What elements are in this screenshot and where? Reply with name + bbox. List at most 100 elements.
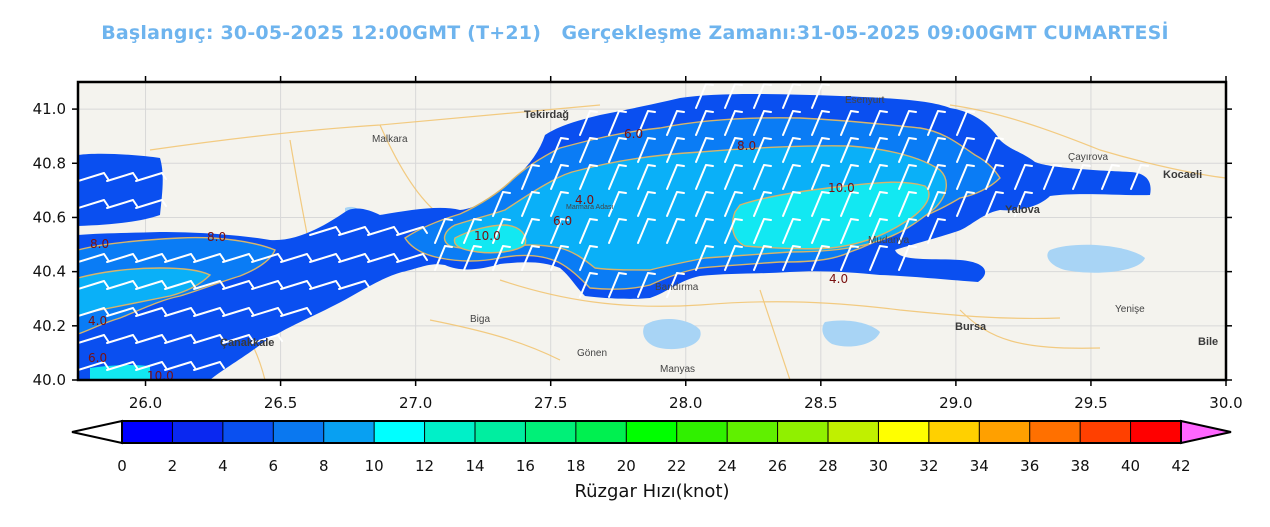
wind-barb bbox=[338, 253, 370, 263]
wind-barb bbox=[106, 253, 138, 263]
colorbar-cell bbox=[928, 421, 980, 443]
wind-barb bbox=[637, 164, 656, 190]
colorbar-cell bbox=[1130, 421, 1182, 443]
colorbar-frame bbox=[121, 420, 1182, 444]
wind-barb bbox=[869, 137, 888, 163]
wind-barb bbox=[396, 226, 428, 236]
contour-label: 6.0 bbox=[553, 214, 572, 228]
wind-barb bbox=[985, 191, 1004, 217]
label-bandirma: Bandırma bbox=[655, 282, 699, 293]
wind-barb bbox=[869, 191, 888, 217]
x-tick-label: 27.0 bbox=[399, 394, 432, 412]
colorbar-cell bbox=[575, 421, 627, 443]
label-tekirdag: Tekirdağ bbox=[524, 109, 569, 121]
wind-barb bbox=[521, 164, 540, 190]
wind-barb bbox=[666, 272, 685, 298]
wind-barb bbox=[579, 272, 598, 298]
label-marmara-adasi: Marmara Adası bbox=[566, 204, 614, 211]
wind-barb bbox=[78, 280, 109, 290]
wind-barb bbox=[724, 191, 743, 217]
contour-label: 10.0 bbox=[474, 229, 501, 243]
colorbar-tick-label: 0 bbox=[117, 457, 127, 475]
wind-barb bbox=[898, 164, 917, 190]
colorbar-tick-label: 2 bbox=[168, 457, 178, 475]
wind-barb bbox=[550, 218, 569, 244]
wind-barb bbox=[492, 245, 511, 271]
wind-barb bbox=[135, 253, 167, 263]
wind-barb bbox=[666, 191, 685, 217]
wind-barb bbox=[927, 110, 946, 136]
wind-barb bbox=[135, 172, 167, 182]
wind-barb bbox=[193, 307, 225, 317]
wind-barb bbox=[927, 137, 946, 163]
colorbar-cell bbox=[172, 421, 224, 443]
wind-barb bbox=[956, 137, 975, 163]
wind-barb bbox=[724, 164, 743, 190]
wind-barb bbox=[579, 218, 598, 244]
wind-barb bbox=[637, 272, 656, 298]
wind-barb bbox=[78, 361, 109, 371]
label-kocaeli: Kocaeli bbox=[1163, 169, 1202, 181]
wind-barb bbox=[637, 137, 656, 163]
contour-label: 4.0 bbox=[88, 314, 107, 328]
wind-barb bbox=[309, 280, 341, 290]
wind-barb bbox=[985, 137, 1004, 163]
colorbar-tick-label: 24 bbox=[718, 457, 737, 475]
contour-label: 4.0 bbox=[575, 193, 594, 207]
wind-barb bbox=[550, 245, 569, 271]
contour-label: 10.0 bbox=[147, 369, 174, 383]
wind-barb bbox=[222, 253, 254, 263]
colorbar-tick-label: 20 bbox=[617, 457, 636, 475]
wind-barb bbox=[666, 110, 685, 136]
wind-barb bbox=[338, 280, 370, 290]
wind-barb bbox=[579, 164, 598, 190]
y-axis: 41.0 40.8 40.6 40.4 40.2 40.0 bbox=[33, 100, 1232, 389]
wind-barb bbox=[724, 110, 743, 136]
x-tick-label: 28.0 bbox=[669, 394, 702, 412]
wind-barb bbox=[840, 191, 859, 217]
map-frame bbox=[76, 80, 1228, 382]
colorbar-cell bbox=[525, 421, 577, 443]
label-malkara: Malkara bbox=[372, 134, 408, 145]
x-axis: 26.0 26.5 27.0 27.5 28.0 28.5 29.0 29.5 30.0 bbox=[129, 76, 1243, 412]
wind-barb bbox=[753, 137, 772, 163]
wind-barb bbox=[811, 245, 830, 271]
wind-barb bbox=[78, 334, 109, 344]
colorbar-tick-label: 40 bbox=[1121, 457, 1140, 475]
wind-barb bbox=[463, 218, 482, 244]
wind-barb bbox=[753, 110, 772, 136]
wind-barb bbox=[492, 218, 511, 244]
wind-barb bbox=[811, 218, 830, 244]
wind-barb bbox=[927, 191, 946, 217]
label-cayirova: Çayırova bbox=[1068, 152, 1108, 163]
wind-barb bbox=[193, 280, 225, 290]
wind-barb bbox=[78, 199, 109, 209]
wind-barb bbox=[280, 280, 312, 290]
wind-barb bbox=[434, 245, 453, 271]
colorbar-cell bbox=[828, 421, 879, 443]
wind-barb bbox=[135, 280, 167, 290]
wind-barb bbox=[106, 172, 138, 182]
colorbar-label: Rüzgar Hızı(knot) bbox=[574, 481, 730, 502]
colorbar-tick-label: 18 bbox=[566, 457, 585, 475]
wind-barb bbox=[164, 361, 196, 371]
wind-barb bbox=[251, 307, 283, 317]
colorbar-tick-label: 14 bbox=[465, 457, 484, 475]
wind-barb bbox=[135, 199, 167, 209]
y-tick-label: 40.4 bbox=[33, 263, 66, 281]
wind-barb bbox=[164, 280, 196, 290]
wind-region-10-12-south bbox=[90, 364, 150, 380]
y-tick-label: 41.0 bbox=[33, 100, 66, 118]
wind-barb bbox=[956, 191, 975, 217]
wind-barb bbox=[106, 334, 138, 344]
wind-barb bbox=[724, 83, 743, 109]
wind-barb bbox=[927, 164, 946, 190]
contour-label: 8.0 bbox=[90, 237, 109, 251]
contour-label: 8.0 bbox=[207, 230, 226, 244]
wind-barb bbox=[840, 245, 859, 271]
wind-barb bbox=[280, 253, 312, 263]
colorbar-cell bbox=[676, 421, 728, 443]
x-tick-label: 29.0 bbox=[939, 394, 972, 412]
wind-barb bbox=[782, 137, 801, 163]
wind-barb bbox=[695, 245, 714, 271]
